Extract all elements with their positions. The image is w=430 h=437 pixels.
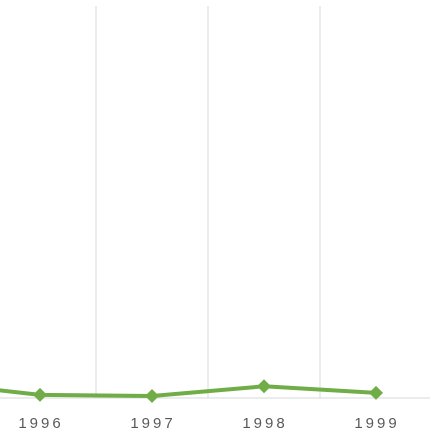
data-point: [33, 387, 47, 402]
data-point: [145, 389, 159, 404]
x-tick-label: 1998: [242, 415, 287, 432]
x-tick-label: 1999: [354, 415, 399, 432]
data-point: [257, 379, 271, 394]
x-tick-label: 1997: [130, 415, 175, 432]
data-point: [369, 385, 383, 400]
x-tick-label: 1996: [18, 415, 63, 432]
